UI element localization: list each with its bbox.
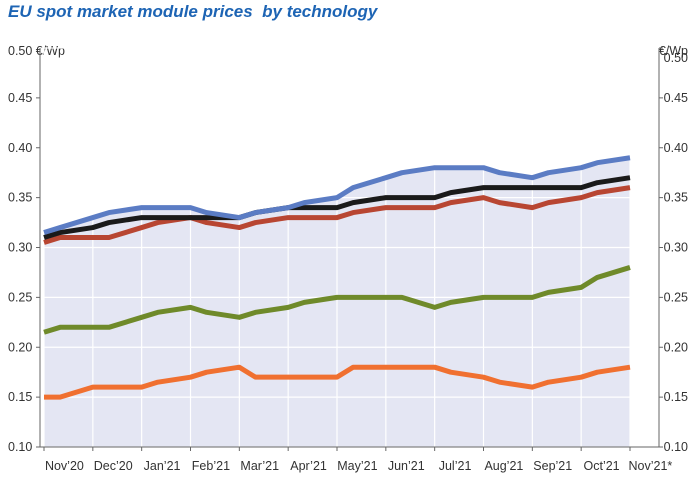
- y-tick-label-right: 0.30: [664, 241, 688, 255]
- y-tick-label-left: 0.30: [8, 241, 32, 255]
- y-tick-label-left: 0.35: [8, 191, 32, 205]
- right-axis-unit: €/Wp: [658, 44, 688, 58]
- chart-title: EU spot market module prices by technolo…: [8, 2, 378, 21]
- x-tick-label: Mar’21: [240, 459, 279, 473]
- x-tick-label: Feb’21: [192, 459, 230, 473]
- y-tick-label-right: 0.45: [664, 91, 688, 105]
- y-tick-label-left: 0.40: [8, 141, 32, 155]
- y-tick-label-left: 0.15: [8, 390, 32, 404]
- y-tick-label-right: 0.35: [664, 191, 688, 205]
- x-tick-label: Jul’21: [439, 459, 472, 473]
- y-tick-label-right: 0.20: [664, 340, 688, 354]
- x-tick-label: Jun’21: [388, 459, 425, 473]
- y-tick-label-left: 0.45: [8, 91, 32, 105]
- y-axis-left: 0.10 0.15 0.20 0.25 0.30 0.35 0.40 0.45: [8, 48, 41, 454]
- x-tick-label: May’21: [337, 459, 377, 473]
- series-line-4: [43, 175, 631, 240]
- series-line-2: [43, 265, 631, 335]
- series-line-3: [43, 185, 631, 245]
- series-lines: [43, 155, 631, 400]
- x-tick-label: Aug’21: [484, 459, 523, 473]
- x-tick-label: Dec’20: [94, 459, 133, 473]
- y-tick-label-right: 0.10: [664, 440, 688, 454]
- x-tick-label: Apr’21: [290, 459, 327, 473]
- x-tick-label: Sep’21: [533, 459, 572, 473]
- y-axis-right: 0.10 0.15 0.20 0.25 0.30 0.35 0.40 0.45 0.50: [658, 47, 688, 454]
- x-tick-label: Oct’21: [584, 459, 620, 473]
- series-line-5: [43, 155, 631, 235]
- y-tick-label-right: 0.50: [664, 51, 688, 65]
- series-line-1: [44, 364, 631, 400]
- y-tick-label-left: 0.20: [8, 340, 32, 354]
- y-tick-label-right: 0.40: [664, 141, 688, 155]
- x-tick-label: Jan’21: [144, 459, 181, 473]
- x-tick-label: Nov’21*: [629, 459, 673, 473]
- y-tick-label-right: 0.25: [664, 290, 688, 304]
- x-axis: Nov’20 Dec’20 Jan’21 Feb’21 Mar’21 Apr’21 May’…: [40, 446, 673, 473]
- y-tick-label-right: 0.15: [664, 390, 688, 404]
- x-tick-label: Nov’20: [45, 459, 84, 473]
- y-tick-label-left: 0.10: [8, 440, 32, 454]
- y-tick-label-left: 0.25: [8, 290, 32, 304]
